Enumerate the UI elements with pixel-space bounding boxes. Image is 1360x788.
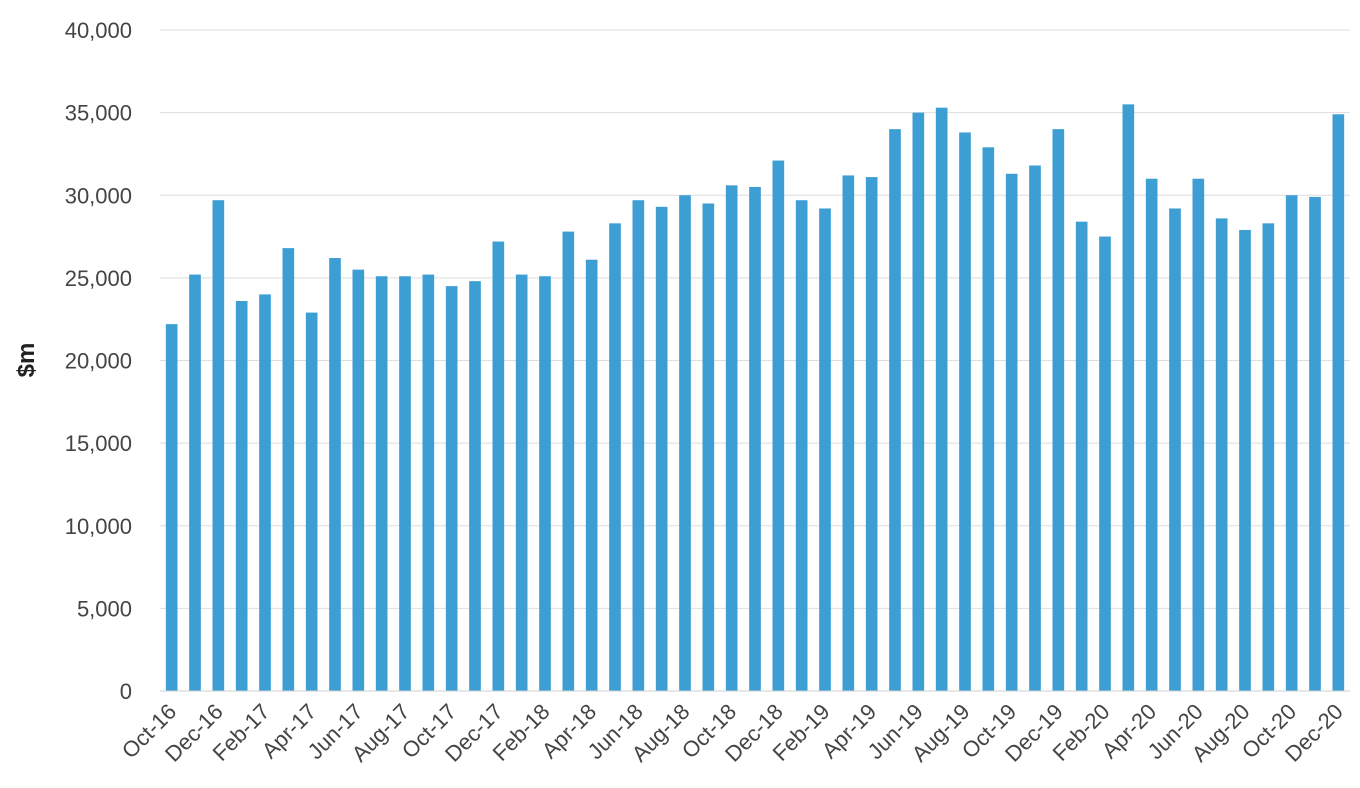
bar-sep-19 — [982, 147, 995, 691]
bar-sep-20 — [1262, 223, 1275, 691]
bar-jan-19 — [795, 200, 808, 691]
bar-mar-17 — [282, 248, 295, 691]
bar-feb-17 — [259, 294, 271, 691]
bars — [165, 104, 1345, 692]
y-tick-label: 30,000 — [65, 183, 132, 208]
bar-feb-18 — [539, 276, 551, 691]
bar-jul-20 — [1215, 218, 1228, 691]
bar-nov-19 — [1029, 165, 1041, 691]
bar-may-17 — [329, 258, 341, 691]
bar-may-18 — [609, 223, 621, 691]
bar-nov-16 — [189, 274, 201, 691]
bar-jan-18 — [515, 274, 528, 691]
bar-mar-19 — [842, 175, 855, 692]
bar-oct-17 — [445, 286, 458, 691]
bar-jul-19 — [935, 107, 948, 692]
bar-sep-18 — [702, 203, 715, 691]
bar-oct-20 — [1285, 195, 1298, 691]
bar-jan-17 — [235, 301, 248, 691]
bar-apr-17 — [305, 312, 318, 691]
bar-oct-16 — [165, 324, 178, 691]
y-axis-ticks: 0 5,000 10,000 15,000 20,000 25,000 30,000 35,0… — [65, 18, 132, 704]
bar-apr-18 — [585, 259, 598, 691]
bar-apr-19 — [865, 177, 878, 691]
y-tick-label: 40,000 — [65, 18, 132, 43]
bar-aug-19 — [959, 132, 971, 691]
bar-jun-17 — [352, 269, 365, 691]
y-tick-label: 35,000 — [65, 101, 132, 126]
bar-oct-18 — [725, 185, 738, 691]
bar-mar-20 — [1122, 104, 1135, 692]
bar-may-19 — [889, 129, 901, 691]
y-tick-label: 25,000 — [65, 266, 132, 291]
bar-aug-17 — [399, 276, 411, 691]
bar-sep-17 — [422, 274, 435, 691]
bar-oct-19 — [1005, 173, 1018, 691]
y-tick-label: 15,000 — [65, 431, 132, 456]
y-tick-label: 5,000 — [77, 596, 132, 621]
bar-dec-17 — [492, 241, 505, 691]
y-tick-label: 0 — [120, 679, 132, 704]
bar-mar-18 — [562, 231, 575, 692]
bar-jan-20 — [1075, 221, 1088, 691]
bar-dec-20 — [1332, 114, 1345, 692]
x-axis-ticks: Oct-16Dec-16Feb-17Apr-17Jun-17Aug-17Oct-… — [117, 699, 1348, 767]
bar-jun-20 — [1192, 178, 1205, 692]
y-axis-label: $m — [13, 343, 40, 378]
bar-jun-18 — [632, 200, 645, 691]
bar-nov-18 — [749, 186, 761, 692]
bar-feb-20 — [1099, 236, 1111, 691]
bar-may-20 — [1169, 208, 1181, 691]
bar-nov-17 — [469, 281, 481, 691]
bar-aug-20 — [1239, 229, 1251, 691]
bar-nov-20 — [1309, 196, 1321, 691]
bar-dec-19 — [1052, 129, 1065, 691]
bar-dec-16 — [212, 200, 225, 691]
bar-apr-20 — [1145, 178, 1158, 692]
bar-jul-18 — [655, 206, 668, 691]
bar-jun-19 — [912, 112, 925, 691]
y-tick-label: 10,000 — [65, 514, 132, 539]
bar-aug-18 — [679, 195, 691, 691]
bar-dec-18 — [772, 160, 785, 692]
y-tick-label: 20,000 — [65, 349, 132, 374]
bar-feb-19 — [819, 208, 831, 691]
bar-jul-17 — [375, 276, 388, 691]
